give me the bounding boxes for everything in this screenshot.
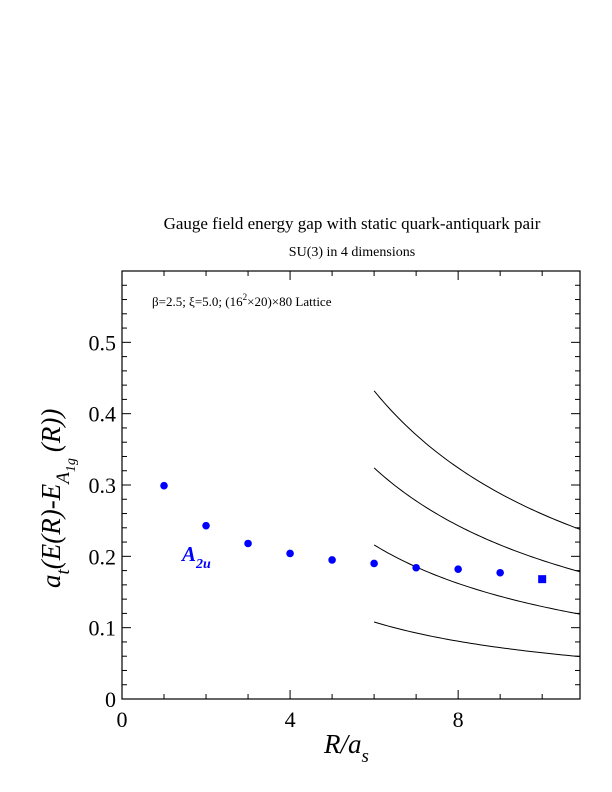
data-points — [160, 481, 547, 584]
y-tick-label: 0.2 — [89, 544, 117, 569]
x-tick-label: 8 — [453, 707, 464, 732]
y-tick-label: 0.4 — [89, 402, 117, 427]
x-tick-label: 0 — [117, 707, 128, 732]
x-axis-label: R/as — [323, 729, 369, 767]
data-point — [202, 521, 210, 530]
data-point — [496, 568, 504, 577]
axis-ticks: 0 4 8 0 0.1 0.2 0.3 0.4 0.5 — [89, 271, 580, 732]
chart-title: Gauge field energy gap with static quark… — [164, 214, 541, 233]
y-tick-label: 0 — [105, 687, 116, 712]
chart-subtitle: SU(3) in 4 dimensions — [289, 245, 415, 260]
data-point — [286, 549, 294, 558]
theory-curves — [373, 390, 581, 658]
data-point — [412, 563, 420, 572]
curve-n3 — [373, 467, 581, 573]
y-tick-label: 0.3 — [89, 473, 117, 498]
curve-n2 — [373, 544, 581, 615]
series-label: A2u — [180, 542, 211, 572]
plot-frame — [121, 270, 581, 700]
y-axis-label: at(E(R)-EA1g(R)) — [36, 409, 79, 588]
x-tick-label: 4 — [285, 707, 296, 732]
data-point — [160, 481, 168, 490]
curve-n4 — [373, 390, 581, 530]
y-tick-label: 0.5 — [89, 330, 117, 355]
data-point — [538, 575, 547, 584]
data-point — [244, 539, 252, 548]
data-point — [454, 565, 462, 573]
y-tick-label: 0.1 — [89, 616, 117, 641]
data-point — [370, 559, 378, 568]
data-point — [328, 556, 336, 564]
curve-n1 — [373, 621, 581, 658]
lattice-annotation: β=2.5; ξ=5.0; (162×20)×80 Lattice — [152, 292, 332, 309]
